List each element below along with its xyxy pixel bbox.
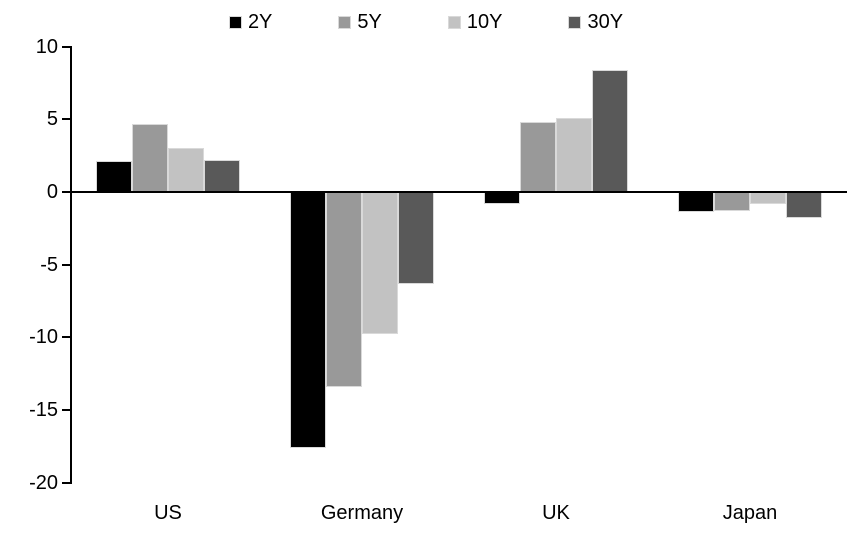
bar-japan-30y bbox=[786, 192, 822, 219]
bar-us-2y bbox=[96, 161, 132, 192]
legend-item-10y: 10Y bbox=[447, 10, 503, 34]
legend-label: 5Y bbox=[357, 11, 382, 33]
bar-uk-5y bbox=[520, 122, 556, 192]
y-tick-label: -10 bbox=[29, 326, 58, 349]
legend-item-30y: 30Y bbox=[568, 10, 623, 34]
y-axis-line bbox=[70, 45, 72, 484]
x-axis-label-uk: UK bbox=[542, 502, 570, 524]
bar-japan-5y bbox=[714, 192, 750, 211]
legend-label: 30Y bbox=[587, 11, 624, 33]
y-tick-label: -15 bbox=[29, 399, 58, 421]
y-axis-tick bbox=[62, 191, 70, 193]
bar-germany-10y bbox=[362, 192, 398, 335]
x-axis-label-japan: Japan bbox=[722, 502, 778, 524]
bar-us-10y bbox=[168, 148, 204, 192]
legend-swatch-30y bbox=[568, 15, 582, 29]
y-tick-label: -20 bbox=[29, 471, 58, 494]
y-axis-tick bbox=[62, 263, 70, 266]
y-tick-label: 0 bbox=[46, 181, 58, 203]
bar-uk-30y bbox=[592, 69, 628, 192]
x-axis-label-germany: Germany bbox=[320, 502, 404, 524]
legend-swatch-10y bbox=[447, 15, 461, 29]
y-axis-tick bbox=[62, 336, 70, 339]
x-axis-label-us: US bbox=[154, 502, 182, 524]
bar-germany-30y bbox=[398, 192, 434, 284]
legend-swatch-5y bbox=[338, 15, 352, 29]
bar-uk-10y bbox=[556, 117, 592, 192]
y-axis-tick bbox=[62, 409, 70, 411]
legend-label: 10Y bbox=[466, 11, 503, 33]
bar-germany-2y bbox=[290, 192, 326, 448]
bar-uk-2y bbox=[484, 192, 520, 204]
y-tick-label: -5 bbox=[40, 253, 58, 276]
y-tick-label: 5 bbox=[46, 108, 58, 131]
bar-us-5y bbox=[132, 123, 168, 192]
bar-germany-5y bbox=[326, 192, 362, 387]
y-axis-tick bbox=[62, 118, 70, 121]
bar-japan-10y bbox=[750, 192, 786, 204]
legend-label: 2Y bbox=[247, 11, 273, 33]
bar-japan-2y bbox=[678, 192, 714, 213]
legend-item-5y: 5Y bbox=[338, 10, 382, 34]
y-tick-label: 10 bbox=[35, 35, 58, 58]
chart-legend: 2Y 5Y 10Y 30Y bbox=[0, 10, 852, 34]
y-axis-tick bbox=[62, 45, 70, 48]
bar-us-30y bbox=[204, 160, 240, 192]
legend-item-2y: 2Y bbox=[228, 10, 273, 34]
legend-swatch-2y bbox=[228, 15, 242, 29]
x-axis-zero-line bbox=[70, 191, 847, 193]
y-axis-tick bbox=[62, 481, 70, 484]
